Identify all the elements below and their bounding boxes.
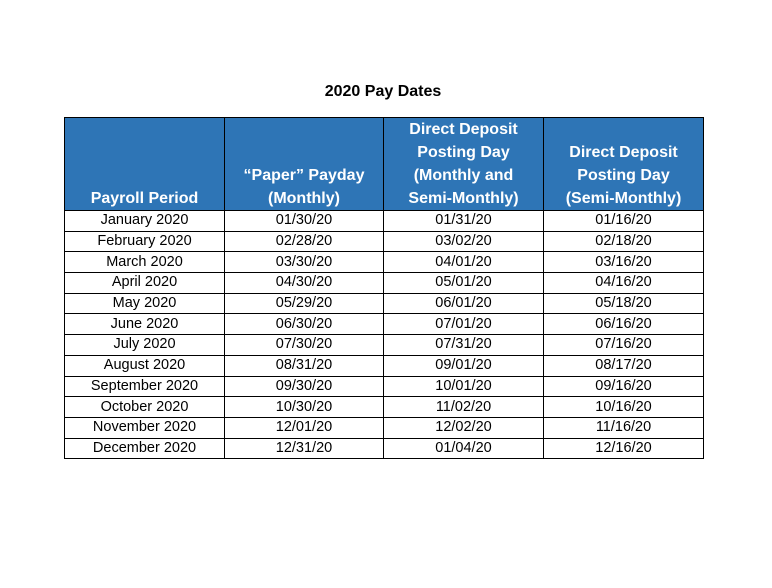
direct-deposit-semi-cell: 08/17/20: [543, 354, 704, 377]
direct-deposit-semi-cell: 12/16/20: [543, 437, 704, 460]
table-row: August 2020 08/31/20 09/01/20 08/17/20: [64, 354, 704, 377]
header-direct-deposit-monthly-semi: Direct Deposit Posting Day (Monthly and …: [383, 117, 544, 211]
payroll-period-cell: May 2020: [64, 292, 225, 315]
direct-deposit-semi-cell: 02/18/20: [543, 230, 704, 253]
direct-deposit-monthly-cell: 10/01/20: [383, 375, 544, 398]
table-row: October 2020 10/30/20 11/02/20 10/16/20: [64, 396, 704, 418]
direct-deposit-monthly-cell: 01/04/20: [383, 437, 544, 460]
header-line: (Monthly and: [413, 167, 514, 184]
table-row: April 2020 04/30/20 05/01/20 04/16/20: [64, 272, 704, 294]
payroll-period-cell: August 2020: [64, 354, 225, 377]
payroll-period-cell: November 2020: [64, 416, 225, 439]
payroll-period-cell: January 2020: [64, 210, 225, 232]
table-row: March 2020 03/30/20 04/01/20 03/16/20: [64, 251, 704, 274]
direct-deposit-monthly-cell: 12/02/20: [383, 416, 544, 439]
paper-payday-cell: 09/30/20: [224, 375, 384, 398]
direct-deposit-semi-cell: 07/16/20: [543, 334, 704, 356]
table-row: June 2020 06/30/20 07/01/20 06/16/20: [64, 313, 704, 336]
direct-deposit-monthly-cell: 09/01/20: [383, 354, 544, 377]
table-row: May 2020 05/29/20 06/01/20 05/18/20: [64, 292, 704, 315]
table-row: September 2020 09/30/20 10/01/20 09/16/2…: [64, 375, 704, 398]
direct-deposit-semi-cell: 11/16/20: [543, 416, 704, 439]
header-line: Posting Day: [577, 167, 670, 184]
header-line: Direct Deposit: [569, 144, 678, 161]
payroll-period-cell: July 2020: [64, 334, 225, 356]
paper-payday-cell: 12/31/20: [224, 437, 384, 460]
header-row: Payroll Period “Paper” Payday (Monthly) …: [64, 117, 704, 211]
direct-deposit-monthly-cell: 05/01/20: [383, 272, 544, 294]
paper-payday-cell: 03/30/20: [224, 251, 384, 274]
table-row: January 2020 01/30/20 01/31/20 01/16/20: [64, 210, 704, 232]
header-payroll-period: Payroll Period: [64, 117, 225, 211]
direct-deposit-semi-cell: 06/16/20: [543, 313, 704, 336]
table-row: December 2020 12/31/20 01/04/20 12/16/20: [64, 437, 704, 460]
header-line: Posting Day: [417, 144, 510, 161]
header-line: Direct Deposit: [409, 121, 518, 138]
paper-payday-cell: 06/30/20: [224, 313, 384, 336]
paper-payday-cell: 07/30/20: [224, 334, 384, 356]
table-row: November 2020 12/01/20 12/02/20 11/16/20: [64, 416, 704, 439]
payroll-period-cell: December 2020: [64, 437, 225, 460]
direct-deposit-semi-cell: 01/16/20: [543, 210, 704, 232]
header-line: Payroll Period: [90, 190, 199, 207]
header-paper-payday: “Paper” Payday (Monthly): [224, 117, 384, 211]
direct-deposit-semi-cell: 04/16/20: [543, 272, 704, 294]
header-line: “Paper” Payday: [243, 167, 365, 184]
header-line: Semi-Monthly): [408, 190, 519, 207]
direct-deposit-monthly-cell: 07/31/20: [383, 334, 544, 356]
table-row: February 2020 02/28/20 03/02/20 02/18/20: [64, 230, 704, 253]
direct-deposit-monthly-cell: 01/31/20: [383, 210, 544, 232]
paper-payday-cell: 01/30/20: [224, 210, 384, 232]
payroll-period-cell: June 2020: [64, 313, 225, 336]
direct-deposit-monthly-cell: 07/01/20: [383, 313, 544, 336]
pay-dates-table: Payroll Period “Paper” Payday (Monthly) …: [64, 117, 704, 460]
header-line: (Monthly): [268, 190, 340, 207]
header-direct-deposit-semi: Direct Deposit Posting Day (Semi-Monthly…: [543, 117, 704, 211]
direct-deposit-monthly-cell: 04/01/20: [383, 251, 544, 274]
paper-payday-cell: 05/29/20: [224, 292, 384, 315]
direct-deposit-semi-cell: 09/16/20: [543, 375, 704, 398]
payroll-period-cell: October 2020: [64, 396, 225, 418]
table-row: July 2020 07/30/20 07/31/20 07/16/20: [64, 334, 704, 356]
direct-deposit-semi-cell: 10/16/20: [543, 396, 704, 418]
payroll-period-cell: April 2020: [64, 272, 225, 294]
direct-deposit-monthly-cell: 06/01/20: [383, 292, 544, 315]
payroll-period-cell: September 2020: [64, 375, 225, 398]
direct-deposit-semi-cell: 03/16/20: [543, 251, 704, 274]
page-title: 2020 Pay Dates: [324, 83, 442, 100]
direct-deposit-monthly-cell: 03/02/20: [383, 230, 544, 253]
paper-payday-cell: 02/28/20: [224, 230, 384, 253]
direct-deposit-semi-cell: 05/18/20: [543, 292, 704, 315]
paper-payday-cell: 12/01/20: [224, 416, 384, 439]
payroll-period-cell: March 2020: [64, 251, 225, 274]
paper-payday-cell: 10/30/20: [224, 396, 384, 418]
payroll-period-cell: February 2020: [64, 230, 225, 253]
header-line: (Semi-Monthly): [565, 190, 682, 207]
direct-deposit-monthly-cell: 11/02/20: [383, 396, 544, 418]
paper-payday-cell: 04/30/20: [224, 272, 384, 294]
paper-payday-cell: 08/31/20: [224, 354, 384, 377]
